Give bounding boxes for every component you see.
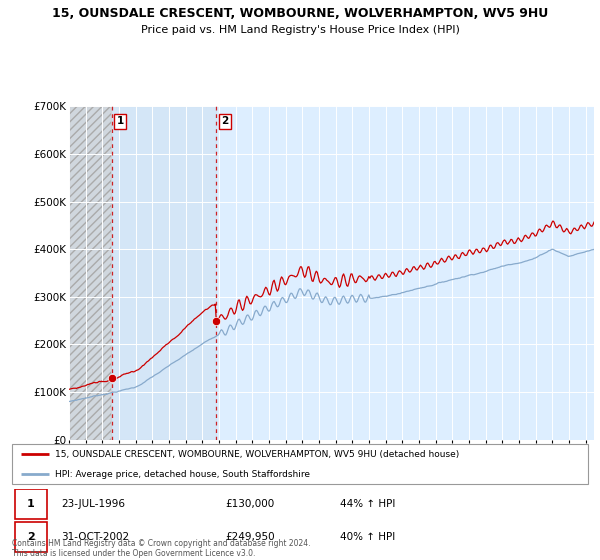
Text: 2: 2 xyxy=(221,116,229,127)
FancyBboxPatch shape xyxy=(12,444,588,484)
Text: Price paid vs. HM Land Registry's House Price Index (HPI): Price paid vs. HM Land Registry's House … xyxy=(140,25,460,35)
Text: 2: 2 xyxy=(27,532,35,542)
Text: 15, OUNSDALE CRESCENT, WOMBOURNE, WOLVERHAMPTON, WV5 9HU (detached house): 15, OUNSDALE CRESCENT, WOMBOURNE, WOLVER… xyxy=(55,450,460,459)
FancyBboxPatch shape xyxy=(15,489,47,519)
Bar xyxy=(69,106,112,440)
Text: 31-OCT-2002: 31-OCT-2002 xyxy=(61,532,129,542)
Bar xyxy=(69,106,112,440)
FancyBboxPatch shape xyxy=(15,522,47,552)
Text: HPI: Average price, detached house, South Staffordshire: HPI: Average price, detached house, Sout… xyxy=(55,470,310,479)
Text: 44% ↑ HPI: 44% ↑ HPI xyxy=(340,499,395,509)
Text: 40% ↑ HPI: 40% ↑ HPI xyxy=(340,532,395,542)
Text: £249,950: £249,950 xyxy=(225,532,275,542)
Text: 15, OUNSDALE CRESCENT, WOMBOURNE, WOLVERHAMPTON, WV5 9HU: 15, OUNSDALE CRESCENT, WOMBOURNE, WOLVER… xyxy=(52,7,548,20)
Text: 1: 1 xyxy=(116,116,124,127)
Text: 1: 1 xyxy=(27,499,35,509)
Text: 23-JUL-1996: 23-JUL-1996 xyxy=(61,499,125,509)
Bar xyxy=(112,106,216,440)
Text: Contains HM Land Registry data © Crown copyright and database right 2024.
This d: Contains HM Land Registry data © Crown c… xyxy=(12,539,311,558)
Text: £130,000: £130,000 xyxy=(225,499,274,509)
